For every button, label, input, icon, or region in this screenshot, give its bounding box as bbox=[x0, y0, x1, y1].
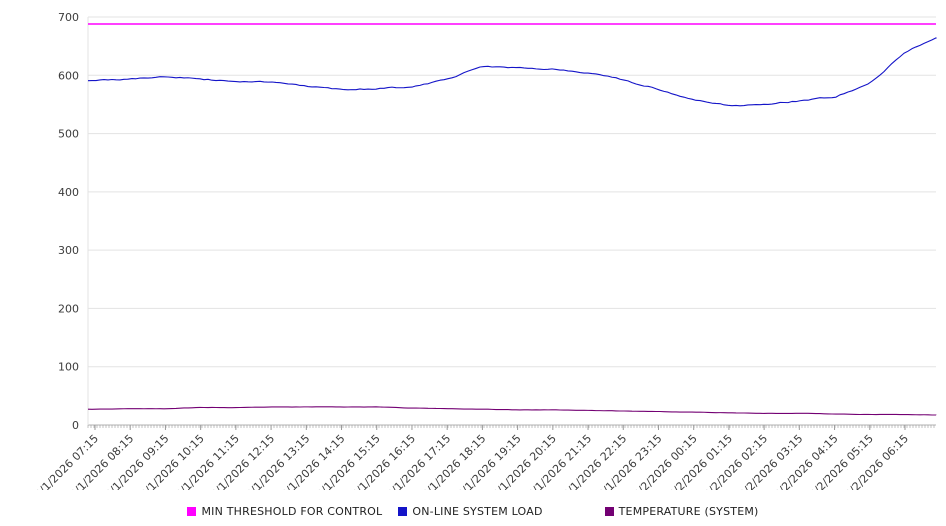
y-tick-label: 0 bbox=[72, 419, 79, 432]
y-tick-label: 100 bbox=[58, 361, 79, 374]
legend-item-on-line-system-load[interactable]: ON-LINE SYSTEM LOAD bbox=[398, 505, 542, 518]
y-tick-label: 400 bbox=[58, 186, 79, 199]
legend-item-temperature-system-[interactable]: TEMPERATURE (SYSTEM) bbox=[604, 505, 759, 518]
y-tick-label: 500 bbox=[58, 128, 79, 141]
y-tick-label: 200 bbox=[58, 302, 79, 315]
y-tick-label: 600 bbox=[58, 69, 79, 82]
chart-legend: MIN THRESHOLD FOR CONTROL ON-LINE SYSTEM … bbox=[0, 505, 946, 518]
y-tick-label: 700 bbox=[58, 11, 79, 24]
legend-swatch-icon bbox=[398, 507, 408, 516]
legend-swatch-icon bbox=[604, 507, 614, 516]
legend-item-min-threshold-for-control[interactable]: MIN THRESHOLD FOR CONTROL bbox=[187, 505, 382, 518]
legend-label: ON-LINE SYSTEM LOAD bbox=[412, 505, 543, 518]
series-line-temperature-system- bbox=[87, 406, 937, 416]
series-line-on-line-system-load bbox=[87, 37, 937, 107]
legend-label: MIN THRESHOLD FOR CONTROL bbox=[201, 505, 383, 518]
legend-swatch-icon bbox=[187, 507, 197, 516]
legend-label: TEMPERATURE (SYSTEM) bbox=[618, 505, 759, 518]
y-tick-label: 300 bbox=[58, 244, 79, 257]
